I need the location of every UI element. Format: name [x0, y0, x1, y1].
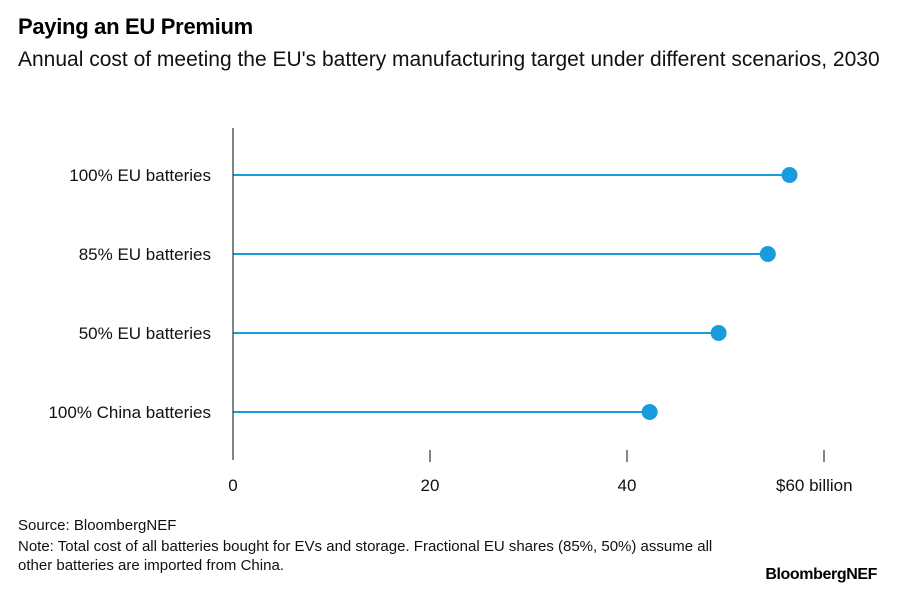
- chart-title: Paying an EU Premium: [18, 14, 253, 39]
- category-label: 100% EU batteries: [69, 166, 211, 185]
- data-point: [641, 404, 658, 420]
- chart-rows: 100% EU batteries 85% EU batteries 50% EU …: [48, 166, 798, 422]
- chart-row: 50% EU batteries: [79, 324, 727, 343]
- category-label: 100% China batteries: [48, 403, 211, 422]
- brand-logo: BloombergNEF: [765, 566, 877, 583]
- chart-row: 100% EU batteries: [69, 166, 798, 185]
- source-note: Source: BloombergNEF: [18, 517, 177, 534]
- x-tick-label: 40: [618, 476, 637, 495]
- chart-subtitle: Annual cost of meeting the EU's battery …: [18, 48, 880, 71]
- footnote: Note: Total cost of all batteries bought…: [18, 538, 713, 574]
- x-tick-label: $60 billion: [776, 476, 853, 495]
- data-point: [710, 325, 727, 341]
- x-tick-label: 0: [228, 476, 237, 495]
- chart-row: 100% China batteries: [48, 403, 658, 422]
- category-label: 85% EU batteries: [79, 245, 211, 264]
- lollipop-chart: 100% EU batteries 85% EU batteries 50% EU …: [48, 128, 853, 495]
- data-point: [781, 167, 798, 183]
- data-point: [759, 246, 776, 262]
- x-axis-ticks: 0 20 40 $60 billion: [228, 450, 853, 495]
- x-tick-label: 20: [421, 476, 440, 495]
- category-label: 50% EU batteries: [79, 324, 211, 343]
- chart-row: 85% EU batteries: [79, 245, 776, 264]
